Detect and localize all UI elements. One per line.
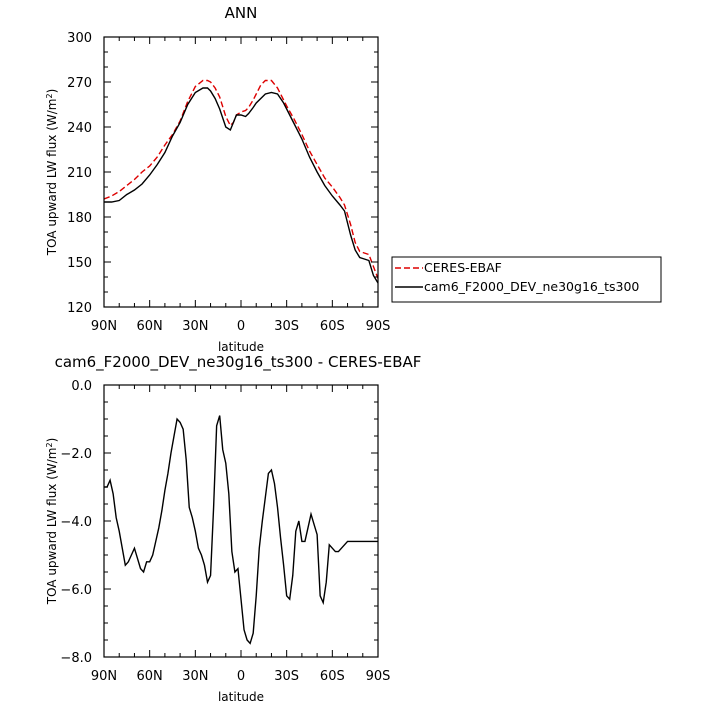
y-tick-label-0: 210 — [67, 166, 92, 181]
x-tick-label-0: 60N — [137, 319, 163, 334]
x-tick-label-1: 90S — [366, 669, 391, 684]
bottom-y-axis-label: TOA upward LW flux (W/m2) — [45, 438, 60, 606]
y-tick-label-1: −6.0 — [60, 583, 92, 598]
series-line-0-0 — [104, 79, 378, 279]
y-tick-label-0: 270 — [67, 76, 92, 91]
series-line-0-1 — [104, 87, 378, 284]
x-tick-label-1: 30N — [182, 669, 208, 684]
legend: CERES-EBAF cam6_F2000_DEV_ne30g16_ts300 — [391, 256, 662, 303]
x-tick-label-1: 90N — [91, 669, 117, 684]
top-chart-title: ANN — [225, 4, 258, 22]
legend-label-cam6: cam6_F2000_DEV_ne30g16_ts300 — [424, 279, 639, 294]
y-tick-label-0: 180 — [67, 211, 92, 226]
x-tick-label-0: 30S — [274, 319, 299, 334]
bottom-plot-area: 90N 60N 30N 0 30S 60S 90S −8.0 −6.0 −4.0 −2.0 0.0 — [60, 379, 390, 684]
x-tick-label-0: 60S — [320, 319, 345, 334]
legend-label-ceres-ebaf: CERES-EBAF — [424, 260, 502, 275]
y-tick-label-0: 120 — [67, 301, 92, 316]
legend-box — [391, 256, 662, 303]
x-tick-label-0: 90S — [366, 319, 391, 334]
bottom-x-axis-label: latitude — [218, 690, 264, 704]
top-panel: ANN TOA upward LW flux (W/m2) latitude 9… — [45, 4, 662, 354]
x-tick-label-1: 60S — [320, 669, 345, 684]
x-tick-label-0: 90N — [91, 319, 117, 334]
x-tick-label-0: 0 — [237, 319, 245, 334]
y-tick-label-1: 0.0 — [71, 379, 92, 394]
top-plot-area: 90N 60N 30N 0 30S 60S 90S 120 150 180 210 240 270 300 — [67, 31, 390, 334]
bottom-panel: cam6_F2000_DEV_ne30g16_ts300 - CERES-EBA… — [45, 353, 422, 704]
plot-frame-1 — [103, 384, 379, 658]
y-tick-label-1: −8.0 — [60, 651, 92, 666]
top-x-axis-label: latitude — [218, 340, 264, 354]
x-tick-label-1: 60N — [137, 669, 163, 684]
plot-frame-0 — [103, 36, 379, 308]
x-tick-label-0: 30N — [182, 319, 208, 334]
y-tick-label-1: −2.0 — [60, 447, 92, 462]
x-tick-label-1: 30S — [274, 669, 299, 684]
y-tick-label-0: 300 — [67, 31, 92, 46]
y-tick-label-0: 150 — [67, 256, 92, 271]
series-line-1-0 — [104, 415, 378, 645]
y-tick-label-0: 240 — [67, 121, 92, 136]
y-tick-label-1: −4.0 — [60, 515, 92, 530]
top-y-axis-label: TOA upward LW flux (W/m2) — [45, 89, 60, 257]
x-tick-label-1: 0 — [237, 669, 245, 684]
bottom-chart-title: cam6_F2000_DEV_ne30g16_ts300 - CERES-EBA… — [55, 353, 422, 372]
